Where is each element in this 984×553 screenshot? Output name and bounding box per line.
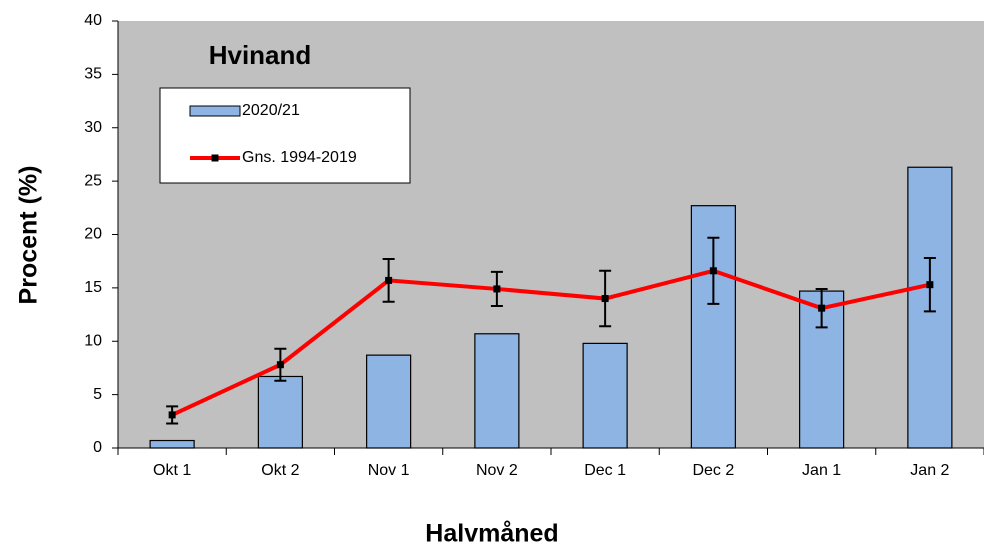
- legend-box: [159, 87, 411, 184]
- marker: [168, 411, 176, 419]
- y-axis-title: Procent (%): [15, 166, 43, 305]
- x-tick-label: Nov 1: [368, 462, 410, 479]
- y-tick-label: 20: [84, 226, 102, 243]
- bar: [149, 439, 195, 449]
- bar: [582, 342, 628, 449]
- marker: [709, 267, 717, 275]
- legend-marker: [211, 154, 219, 162]
- y-tick-label: 30: [84, 119, 102, 136]
- x-tick-label: Dec 1: [584, 462, 626, 479]
- legend-swatch: [189, 105, 241, 117]
- y-tick-label: 40: [84, 12, 102, 29]
- bar: [257, 375, 303, 449]
- bar: [366, 354, 412, 449]
- y-tick-label: 5: [93, 386, 102, 403]
- line: [171, 268, 931, 417]
- x-tick-label: Dec 2: [692, 462, 734, 479]
- marker: [601, 295, 609, 303]
- x-axis-title: Halvmåned: [425, 520, 558, 548]
- marker: [926, 281, 934, 289]
- marker: [818, 304, 826, 312]
- y-tick-label: 15: [84, 279, 102, 296]
- y-tick-label: 25: [84, 172, 102, 189]
- y-tick-label: 10: [84, 332, 102, 349]
- chart-title: Hvinand: [209, 40, 312, 70]
- y-tick-label: 0: [93, 439, 102, 456]
- marker: [276, 361, 284, 369]
- x-tick-label: Okt 1: [153, 462, 191, 479]
- marker: [493, 285, 501, 293]
- legend-label: Gns. 1994-2019: [242, 149, 357, 166]
- plot-area: [118, 21, 984, 448]
- x-tick-label: Okt 2: [261, 462, 299, 479]
- x-tick-label: Jan 1: [802, 462, 841, 479]
- bar: [474, 333, 520, 449]
- y-tick-label: 35: [84, 66, 102, 83]
- marker: [385, 276, 393, 284]
- x-tick-label: Nov 2: [476, 462, 518, 479]
- legend-label: 2020/21: [242, 102, 300, 119]
- x-tick-label: Jan 2: [910, 462, 949, 479]
